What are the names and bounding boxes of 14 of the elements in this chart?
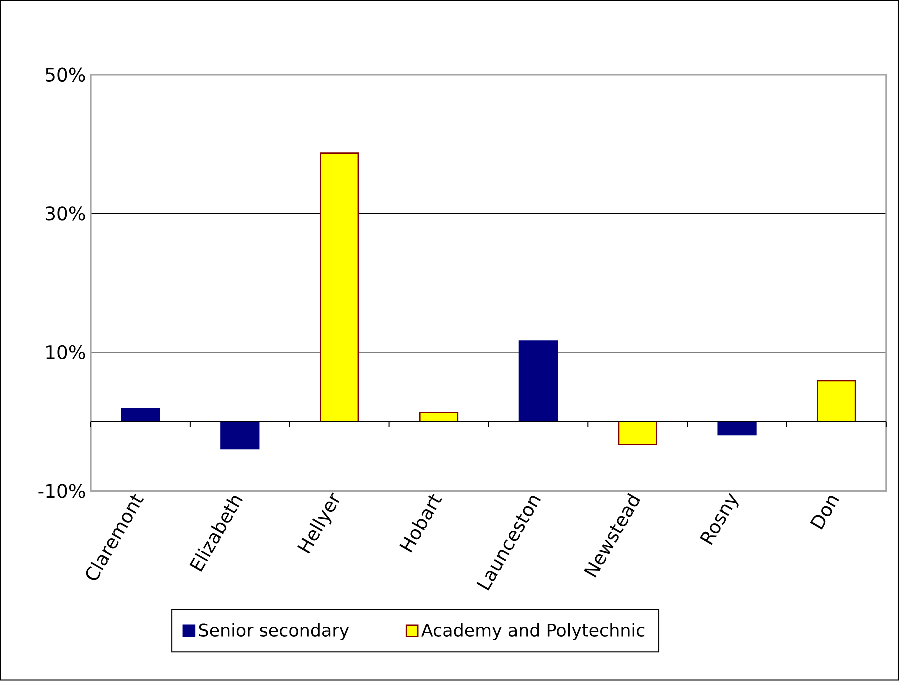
bar — [419, 412, 459, 423]
bar — [220, 421, 260, 450]
bar — [817, 380, 856, 423]
bar — [518, 340, 558, 423]
legend-label: Senior secondary — [199, 624, 350, 640]
bar — [121, 408, 160, 423]
y-tick-label: 50% — [46, 68, 86, 82]
y-tick-label: 10% — [46, 345, 86, 360]
legend-label: Academy and Polytechnic — [422, 624, 645, 640]
bar — [320, 152, 360, 423]
y-tick-label: -10% — [38, 484, 86, 498]
y-tick-label: 30% — [46, 206, 86, 221]
bar — [718, 421, 757, 436]
bar — [618, 421, 658, 446]
